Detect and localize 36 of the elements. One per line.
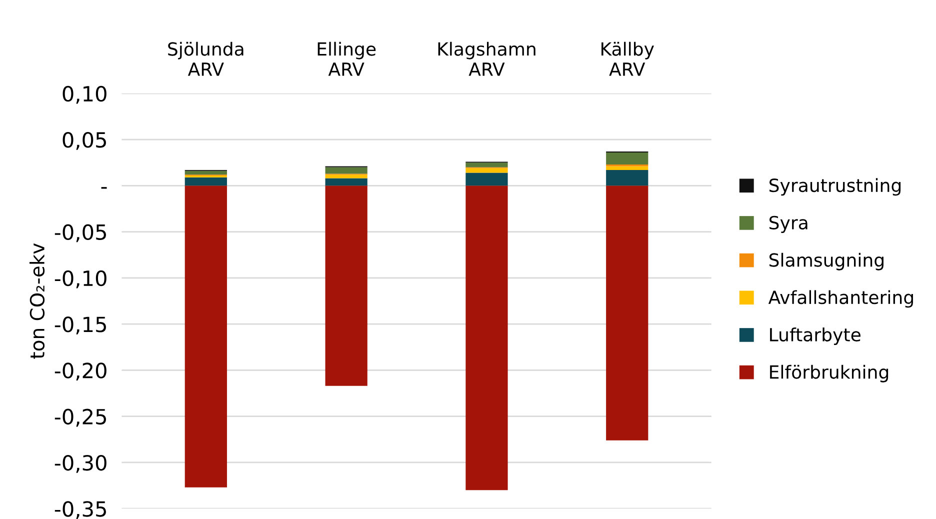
bar [184, 170, 227, 175]
bar [325, 186, 368, 386]
y-tick-label: -0,25 [54, 408, 106, 427]
y-tick-label: -0,20 [54, 362, 106, 381]
legend-label: Luftarbyte [770, 328, 860, 345]
bar [606, 186, 648, 440]
bar [466, 168, 508, 173]
y-tick-label: -0,05 [54, 224, 106, 242]
legend-label: Avfallshantering [768, 290, 913, 308]
y-tick-label: 0,05 [62, 132, 106, 150]
bar [466, 162, 508, 168]
bar [325, 178, 368, 186]
bar [466, 172, 508, 186]
bar [184, 186, 227, 488]
x-tick-label: Ellinge ARV [318, 42, 376, 76]
bar [184, 177, 227, 186]
y-tick-label: 0,10 [62, 86, 106, 104]
legend-label: Elförbrukning [770, 364, 888, 382]
x-tick-label: Sjölunda ARV [168, 42, 244, 76]
x-tick-label: Klagshamn ARV [438, 42, 536, 76]
bar [606, 170, 648, 186]
y-axis-title: ton CO₂-ekv [30, 243, 45, 359]
bar [325, 167, 368, 174]
bar [466, 186, 508, 490]
bar [606, 152, 648, 164]
y-tick-label: -0,10 [54, 270, 106, 288]
x-tick-label: Källby ARV [602, 42, 654, 76]
bar [606, 166, 648, 170]
legend-label: Slamsugning [769, 252, 884, 270]
y-tick-label: - [101, 187, 107, 189]
y-tick-label: -0,15 [54, 316, 106, 334]
y-tick-label: -0,35 [54, 501, 106, 519]
bar [325, 174, 368, 178]
legend-label: Syrautrustning [769, 178, 901, 196]
y-tick-label: -0,30 [54, 454, 106, 473]
legend-label: Syra [769, 216, 808, 233]
